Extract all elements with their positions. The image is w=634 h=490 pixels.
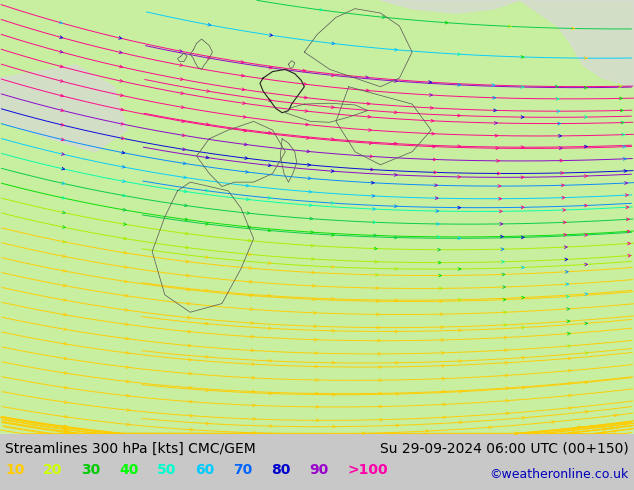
Text: 20: 20 (43, 463, 63, 477)
Polygon shape (0, 65, 127, 152)
Text: 50: 50 (157, 463, 177, 477)
Text: >100: >100 (347, 463, 388, 477)
Text: 70: 70 (233, 463, 252, 477)
Text: ©weatheronline.co.uk: ©weatheronline.co.uk (489, 468, 629, 481)
Text: 90: 90 (309, 463, 328, 477)
Text: 10: 10 (5, 463, 25, 477)
Text: 30: 30 (81, 463, 100, 477)
Text: Su 29-09-2024 06:00 UTC (00+150): Su 29-09-2024 06:00 UTC (00+150) (380, 442, 629, 456)
Text: 80: 80 (271, 463, 291, 477)
Text: Streamlines 300 hPa [kts] CMC/GEM: Streamlines 300 hPa [kts] CMC/GEM (5, 442, 256, 456)
Text: 40: 40 (119, 463, 139, 477)
Text: 60: 60 (195, 463, 214, 477)
Polygon shape (380, 0, 634, 87)
